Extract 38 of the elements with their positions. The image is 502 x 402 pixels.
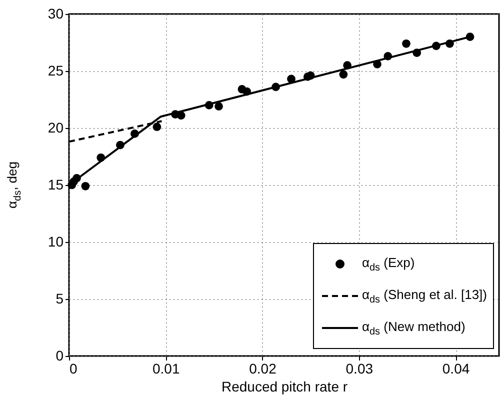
point bbox=[466, 32, 474, 41]
point bbox=[272, 82, 280, 92]
point bbox=[339, 70, 348, 79]
point bbox=[72, 174, 81, 182]
legend-label: α$_{ds}$ (Sheng et al. [13]) bbox=[362, 286, 487, 306]
point bbox=[343, 61, 352, 70]
point bbox=[287, 74, 296, 84]
x-tick-label: 0.03 bbox=[346, 360, 374, 376]
x-tick-label: 0 bbox=[70, 360, 78, 376]
point bbox=[116, 140, 124, 150]
point bbox=[214, 102, 223, 111]
point bbox=[412, 48, 422, 57]
x-axis-title: Reduced pitch rate r bbox=[221, 378, 348, 394]
point bbox=[446, 39, 454, 48]
y-tick-label: 5 bbox=[56, 290, 64, 306]
point bbox=[176, 111, 186, 120]
point bbox=[81, 182, 90, 190]
y-tick-label: 20 bbox=[48, 120, 64, 136]
point bbox=[432, 42, 440, 50]
y-tick-label: 30 bbox=[48, 6, 64, 22]
y-tick-label: 15 bbox=[48, 176, 64, 192]
legend-label: α$_{ds}$ (Exp) bbox=[362, 254, 415, 274]
point bbox=[242, 87, 251, 96]
point bbox=[96, 153, 106, 162]
point bbox=[373, 60, 382, 68]
y-tick-label: 0 bbox=[56, 348, 64, 364]
point bbox=[204, 101, 214, 110]
point bbox=[130, 130, 139, 138]
y-tick-label: 10 bbox=[48, 234, 64, 250]
point bbox=[152, 122, 162, 132]
x-tick-label: 0.02 bbox=[249, 360, 277, 376]
point bbox=[384, 52, 392, 60]
y-tick-label: 25 bbox=[48, 62, 64, 78]
legend-label: α$_{ds}$ (New method) bbox=[362, 318, 466, 338]
x-tick-label: 0.04 bbox=[442, 360, 470, 376]
x-tick-label: 0.01 bbox=[152, 360, 180, 376]
point bbox=[306, 71, 315, 80]
point bbox=[402, 39, 410, 48]
